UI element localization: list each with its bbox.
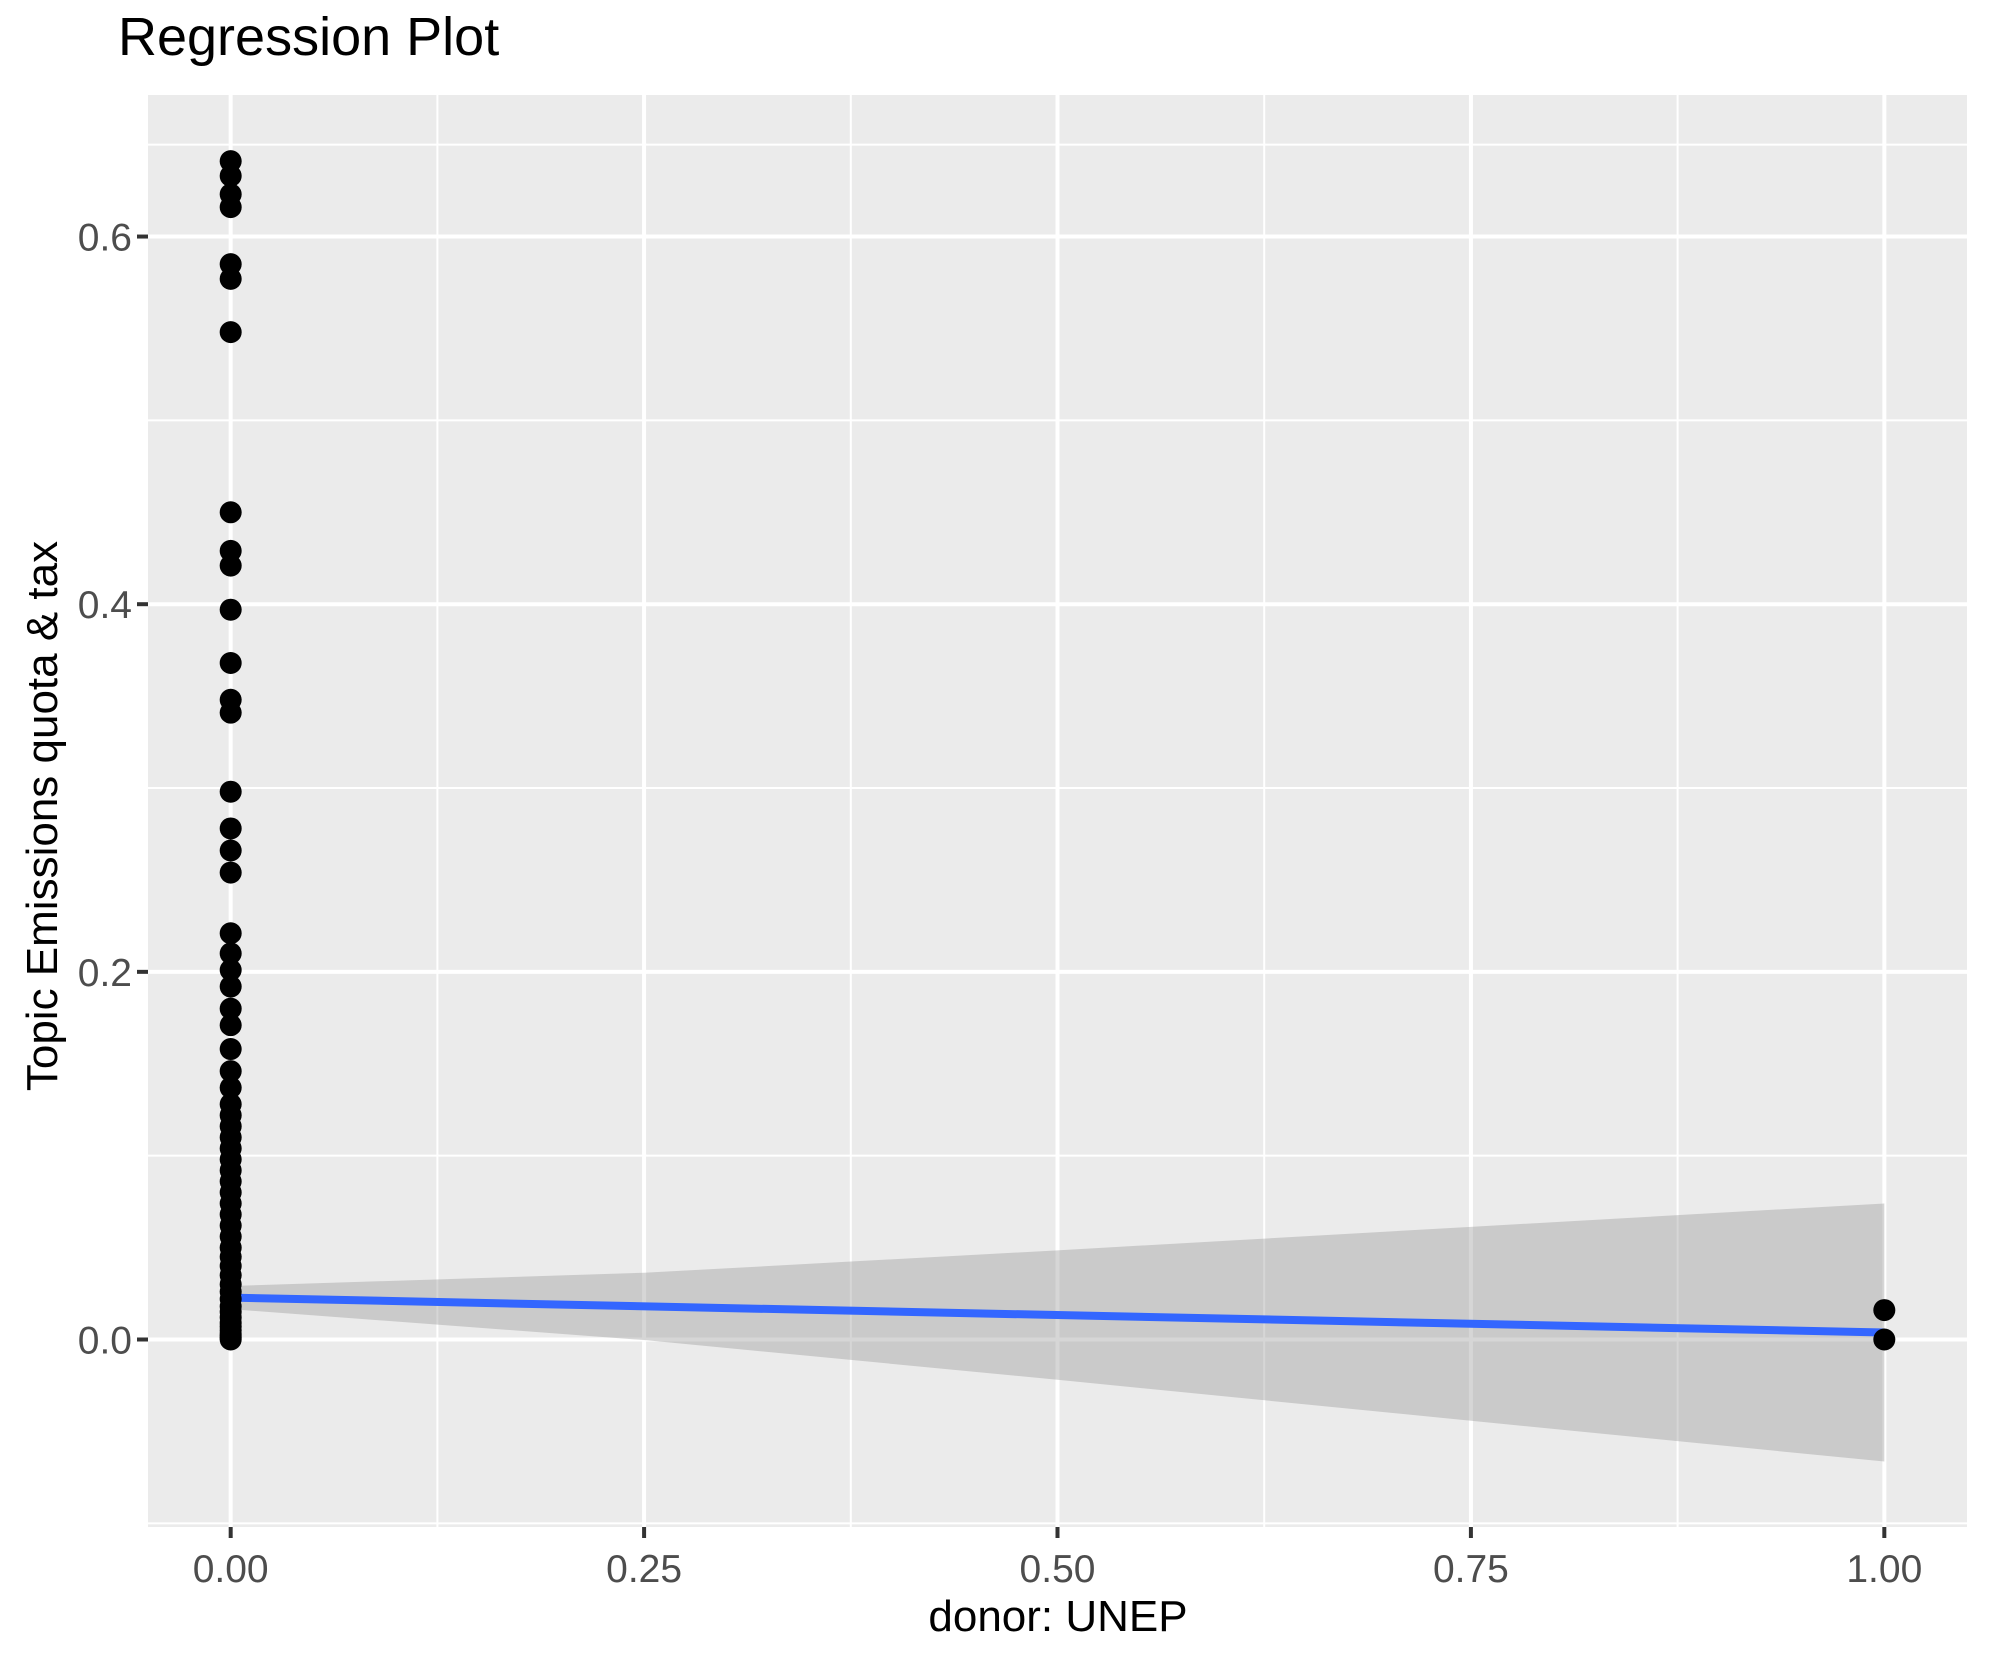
data-point	[219, 321, 242, 344]
x-tick-label: 0.75	[1433, 1548, 1509, 1591]
y-tick-label: 0.4	[78, 584, 132, 627]
data-point	[219, 1038, 242, 1061]
data-point	[1873, 1299, 1896, 1322]
data-point	[219, 942, 242, 965]
plot-title: Regression Plot	[118, 7, 500, 67]
data-point	[219, 1076, 242, 1099]
data-point	[219, 652, 242, 675]
data-point	[219, 975, 242, 998]
data-point	[219, 922, 242, 945]
x-tick-label: 1.00	[1846, 1548, 1922, 1591]
data-point	[219, 701, 242, 724]
data-point	[219, 861, 242, 884]
y-axis-title: Topic Emissions quota & tax	[18, 540, 67, 1092]
data-point	[219, 959, 242, 982]
data-point	[219, 164, 242, 187]
data-point	[219, 780, 242, 803]
y-tick-label: 0.2	[78, 952, 132, 995]
x-tick-label: 0.25	[606, 1548, 682, 1591]
data-point	[219, 598, 242, 621]
data-point	[219, 1328, 242, 1351]
data-point	[219, 817, 242, 840]
x-tick-label: 0.00	[193, 1548, 269, 1591]
y-tick-label: 0.6	[78, 217, 132, 260]
data-point	[219, 554, 242, 577]
data-point	[219, 1060, 242, 1083]
confidence-band	[230, 1203, 1885, 1462]
data-point	[1873, 1328, 1896, 1351]
data-point	[219, 267, 242, 290]
data-point	[219, 196, 242, 219]
data-point	[219, 997, 242, 1020]
x-axis-title: donor: UNEP	[928, 1592, 1188, 1641]
y-tick-label: 0.0	[78, 1319, 132, 1362]
data-point	[219, 839, 242, 862]
data-point	[219, 1014, 242, 1037]
x-tick-label: 0.50	[1020, 1548, 1096, 1591]
regression-line	[230, 1293, 1885, 1337]
data-point	[219, 501, 242, 524]
